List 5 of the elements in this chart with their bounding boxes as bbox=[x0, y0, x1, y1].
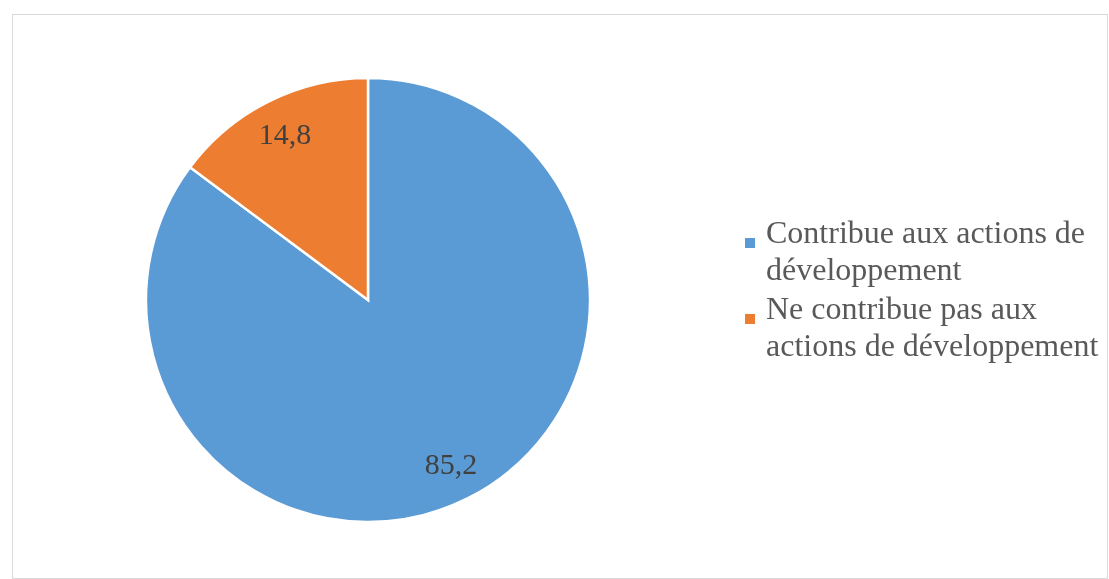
data-label: 85,2 bbox=[424, 447, 478, 481]
legend-label: Ne contribue pas aux actions de développement bbox=[766, 290, 1099, 363]
pie-slice bbox=[144, 76, 592, 524]
data-label: 14,8 bbox=[258, 116, 312, 150]
legend-label: Contribue aux actions de développement bbox=[766, 214, 1086, 287]
